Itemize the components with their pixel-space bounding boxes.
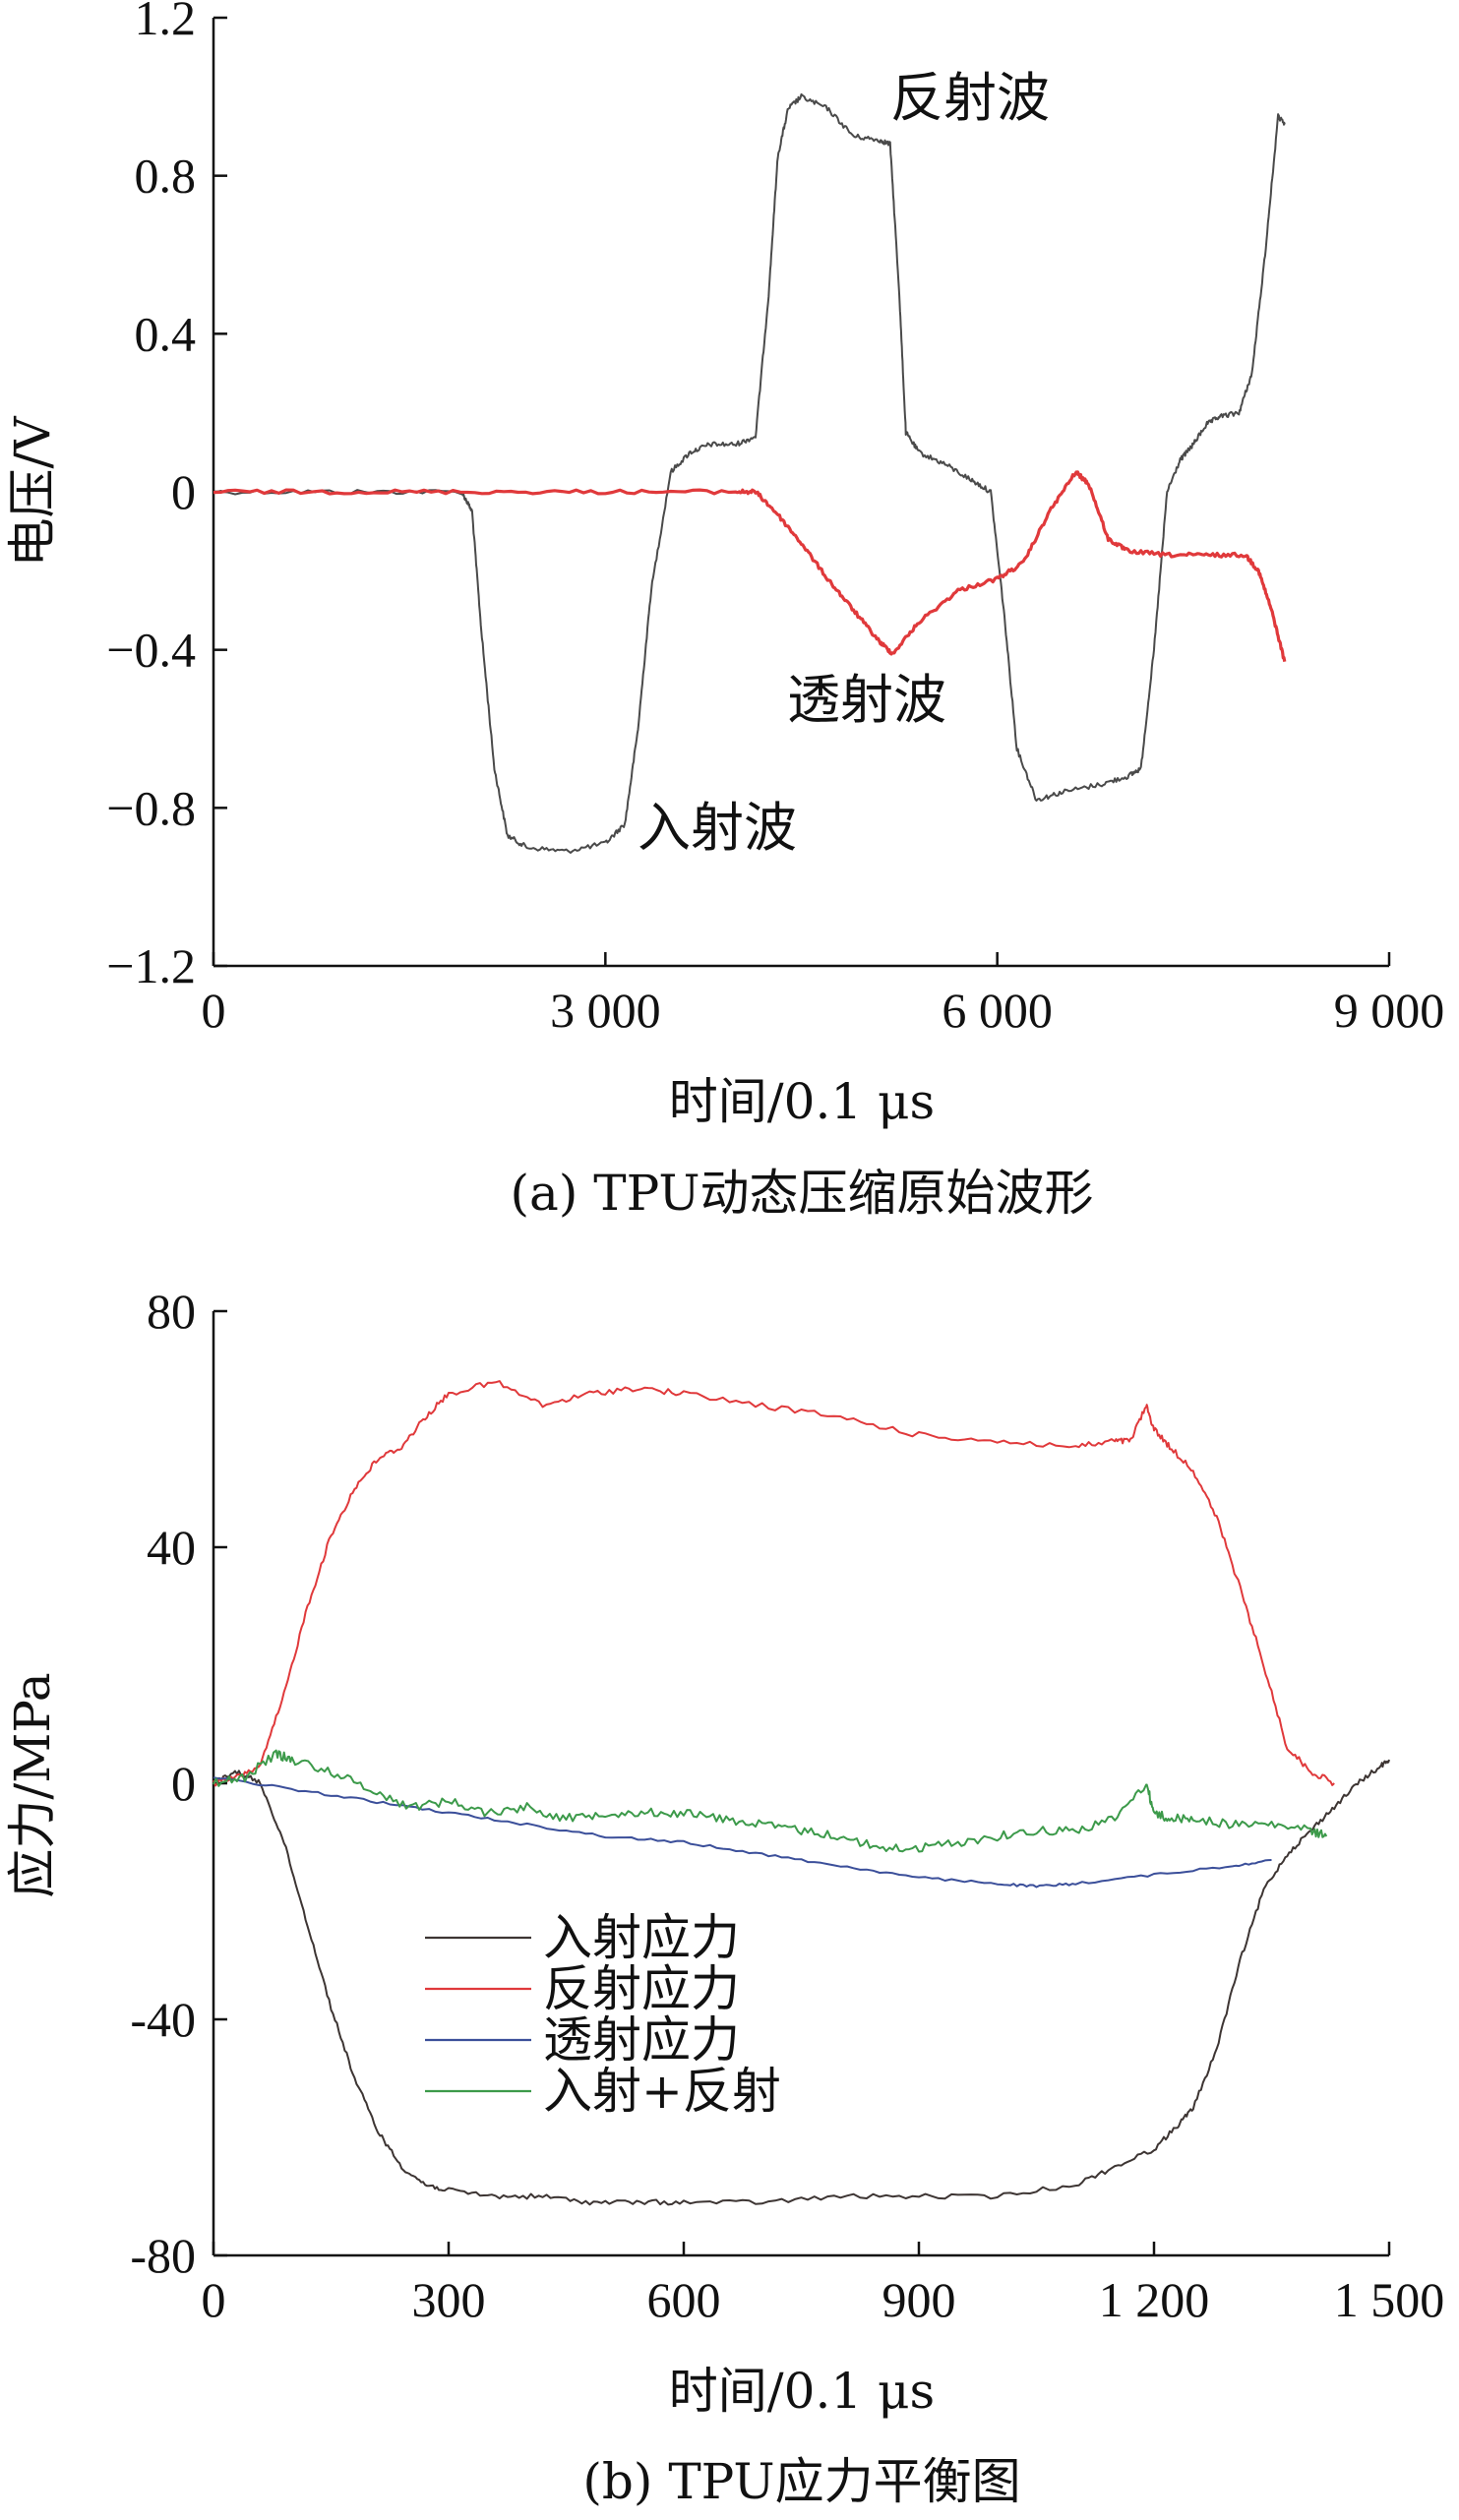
panel-a-tick-labels: 0 3 000 6 000 9 000 1.2 0.8 0.4 0 −0.4 −0.8 −1.2 [106, 0, 1444, 1038]
series-line-透射应力 [213, 1776, 1272, 1889]
x-tick-label: 6 000 [942, 983, 1053, 1038]
x-tick-label: 9 000 [1334, 983, 1445, 1038]
panel-b-caption: (b) TPU应力平衡图 [582, 2453, 1020, 2510]
x-tick-label: 600 [647, 2272, 721, 2327]
panel-a-voltage-waveform: 0 3 000 6 000 9 000 1.2 0.8 0.4 0 −0.4 −0.8 −1.2 电… [4, 0, 1444, 1222]
annotation-transmitted-wave: 透射波 [787, 669, 946, 731]
y-tick-label: -40 [130, 1992, 196, 2047]
series-line-red [213, 470, 1287, 662]
x-tick-label: 3 000 [550, 983, 661, 1038]
x-tick-label: 1 200 [1099, 2272, 1210, 2327]
x-tick-label: 300 [412, 2272, 486, 2327]
legend-label: 入射应力 [543, 1909, 740, 1966]
y-tick-label: 0 [171, 1756, 196, 1811]
annotation-reflected-wave: 反射波 [890, 67, 1050, 129]
y-tick-label: −0.4 [106, 623, 196, 678]
x-tick-label: 900 [882, 2272, 956, 2327]
y-tick-label: −1.2 [106, 938, 196, 993]
legend-label: 入射+反射 [543, 2063, 781, 2120]
legend-label: 透射应力 [543, 2011, 740, 2069]
y-tick-label: 40 [147, 1520, 196, 1575]
panel-b-x-axis-label: 时间/0.1 μs [669, 2363, 935, 2420]
annotation-incident-wave: 入射波 [638, 797, 797, 859]
panel-a-series [213, 92, 1287, 854]
panel-b-stress-balance: 0 300 600 900 1 200 1 500 80 40 0 -40 -80 应力/MPa 时… [4, 1284, 1444, 2510]
panel-b-series [213, 1380, 1390, 2206]
series-line-dark [213, 92, 1286, 854]
y-tick-label: 0.8 [135, 149, 197, 204]
y-tick-label: 80 [147, 1284, 196, 1339]
y-tick-label: 0 [171, 464, 196, 519]
series-line-入射+反射 [213, 1749, 1328, 1853]
panel-b-tick-labels: 0 300 600 900 1 200 1 500 80 40 0 -40 -80 [130, 1284, 1444, 2327]
y-tick-label: 1.2 [135, 0, 197, 45]
panel-a-x-axis-label: 时间/0.1 μs [669, 1073, 935, 1130]
x-tick-label: 1 500 [1334, 2272, 1445, 2327]
x-tick-label: 0 [202, 983, 226, 1038]
panel-b-ticks [212, 1309, 1391, 2257]
series-line-反射应力 [213, 1380, 1335, 1787]
series-line-入射应力 [213, 1759, 1390, 2206]
y-tick-label: −0.8 [106, 780, 196, 835]
y-tick-label: -80 [130, 2228, 196, 2283]
x-tick-label: 0 [202, 2272, 226, 2327]
panel-a-caption: (a) TPU动态压缩原始波形 [511, 1165, 1094, 1222]
y-tick-label: 0.4 [135, 306, 197, 361]
panel-a-y-axis-label: 电压/V [4, 416, 61, 568]
panel-b-y-axis-label: 应力/MPa [4, 1672, 61, 1897]
legend-label: 反射应力 [543, 1960, 740, 2017]
